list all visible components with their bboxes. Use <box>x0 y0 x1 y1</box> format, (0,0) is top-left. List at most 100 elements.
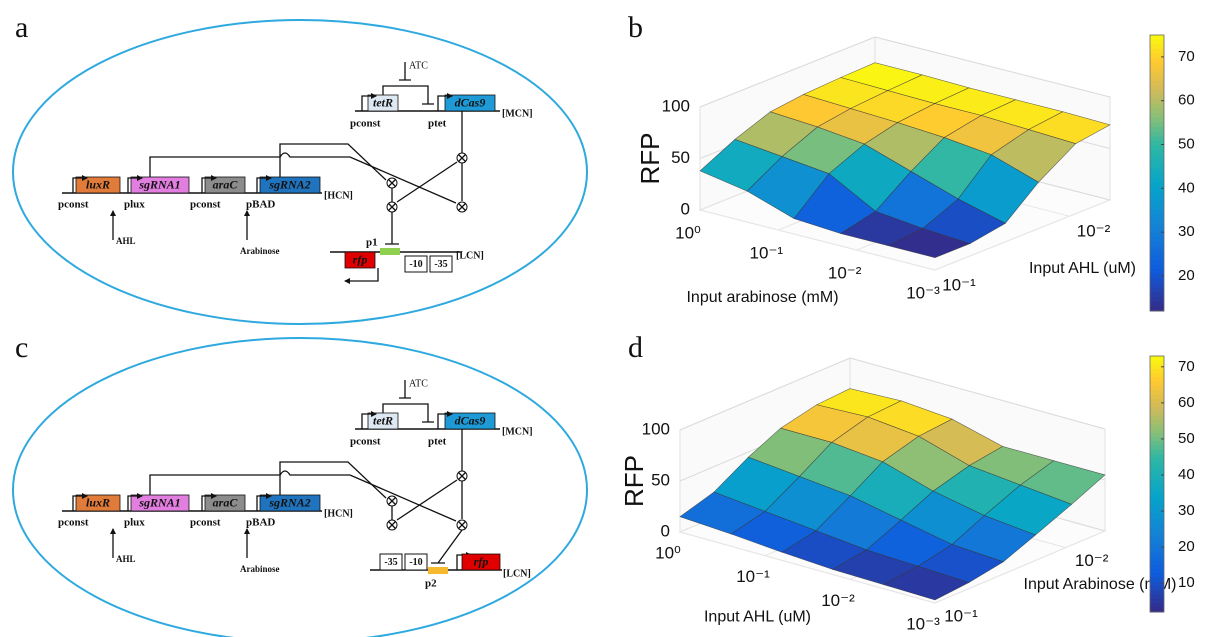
colorbar-segment <box>1150 265 1164 271</box>
colorbar-segment <box>1150 462 1164 468</box>
gene-name: rfp <box>474 554 489 568</box>
colorbar-segment <box>1150 159 1164 165</box>
gene-box <box>204 176 246 194</box>
promoter-box <box>404 255 428 273</box>
colorbar-segment <box>1150 301 1164 307</box>
colorbar-tick-label: 60 <box>1178 92 1195 109</box>
colorbar-segment <box>1150 131 1164 137</box>
colorbar-segment <box>1150 117 1164 123</box>
colorbar-segment <box>1150 85 1164 91</box>
gene-box <box>204 494 246 512</box>
wire <box>385 212 399 245</box>
colorbar-segment <box>1150 526 1164 532</box>
colorbar-segment <box>1150 283 1164 289</box>
colorbar-segment <box>1150 402 1164 408</box>
colorbar-segment <box>1150 398 1164 404</box>
colorbar-segment <box>1150 441 1164 447</box>
promoter-label: pBAD <box>246 199 275 211</box>
colorbar-segment <box>1150 381 1164 387</box>
colorbar-segment <box>1150 140 1164 146</box>
colorbar-segment <box>1150 48 1164 54</box>
colorbar-segment <box>1150 424 1164 430</box>
promoter-box <box>404 553 428 571</box>
promoter-label: pconst <box>58 517 89 529</box>
promoter-label: p1 <box>366 237 378 249</box>
colorbar-segment <box>1150 278 1164 284</box>
promoter-label: pconst <box>350 436 381 448</box>
colorbar-segment <box>1150 71 1164 77</box>
colorbar-segment <box>1150 297 1164 303</box>
inducer-label: AHL <box>116 554 136 564</box>
copy-number: [LCN] <box>456 250 484 261</box>
x-tick-label: 10⁰ <box>655 543 681 562</box>
colorbar-tick-label: 50 <box>1178 135 1195 152</box>
gene-name: luxR <box>86 177 110 191</box>
colorbar-segment <box>1150 373 1164 378</box>
colorbar-segment <box>1150 454 1164 459</box>
colorbar-tick-label: 70 <box>1178 358 1195 375</box>
operator <box>428 567 448 574</box>
colorbar-segment <box>1150 196 1164 202</box>
y-axis-title: Input Arabinose (mM) <box>1024 576 1177 593</box>
gene-name: sgRNA2 <box>268 495 310 509</box>
colorbar-segment <box>1150 173 1164 179</box>
copy-number: [MCN] <box>502 108 533 119</box>
colorbar-segment <box>1150 99 1164 105</box>
colorbar-segment <box>1150 513 1164 519</box>
colorbar-segment <box>1150 603 1164 609</box>
colorbar-tick-label: 20 <box>1178 538 1195 555</box>
copy-number: [HCN] <box>324 508 353 519</box>
colorbar-segment <box>1150 223 1164 229</box>
colorbar-segment <box>1150 428 1164 434</box>
colorbar-frame <box>1149 34 1165 312</box>
colorbar-segment <box>1150 394 1164 400</box>
y-tick-label: 10⁻¹ <box>944 606 978 625</box>
colorbar-tick-label: 40 <box>1178 179 1195 196</box>
colorbar-segment <box>1150 177 1164 183</box>
colorbar-segment <box>1150 590 1164 596</box>
gene-name: tetR <box>373 95 393 109</box>
gene-box <box>75 494 121 512</box>
colorbar-segment <box>1150 168 1164 174</box>
gene-name: dCas9 <box>455 413 486 427</box>
colorbar-segment <box>1150 356 1164 361</box>
colorbar-segment <box>1150 127 1164 133</box>
colorbar-segment <box>1150 415 1164 421</box>
panel-label: d <box>628 331 643 364</box>
promoter-label: p2 <box>425 578 437 590</box>
colorbar-segment <box>1150 594 1164 600</box>
promoter-label: pconst <box>190 199 221 211</box>
colorbar-tick-label: 40 <box>1178 466 1195 483</box>
colorbar-segment <box>1150 471 1164 476</box>
colorbar-segment <box>1150 274 1164 280</box>
wire <box>279 461 387 499</box>
wire <box>256 493 272 511</box>
y-tick-label: 10⁻² <box>1075 551 1109 570</box>
wire <box>431 529 463 564</box>
gene-box <box>75 176 121 194</box>
colorbar-segment <box>1150 360 1164 366</box>
promoter-label: pconst <box>350 118 381 130</box>
colorbar-segment <box>1150 573 1164 579</box>
wire <box>382 85 434 105</box>
colorbar-segment <box>1150 607 1164 613</box>
colorbar-segment <box>1150 288 1164 294</box>
colorbar-segment <box>1150 505 1164 511</box>
wire <box>361 93 377 111</box>
colorbar-segment <box>1150 104 1164 110</box>
colorbar-segment <box>1150 437 1164 442</box>
promoter-label: pBAD <box>246 517 275 529</box>
grid-line <box>699 209 936 271</box>
colorbar-segment <box>1150 411 1164 417</box>
colorbar-segment <box>1150 205 1164 211</box>
colorbar-segment <box>1150 186 1164 192</box>
wire <box>201 175 217 193</box>
gene-box <box>344 251 376 269</box>
wire <box>399 380 411 399</box>
z-tick-label: 50 <box>651 470 670 489</box>
colorbar-segment <box>1150 200 1164 206</box>
colorbar-segment <box>1150 449 1164 455</box>
colorbar-segment <box>1150 136 1164 142</box>
x-tick-label: 10⁻² <box>828 263 862 282</box>
